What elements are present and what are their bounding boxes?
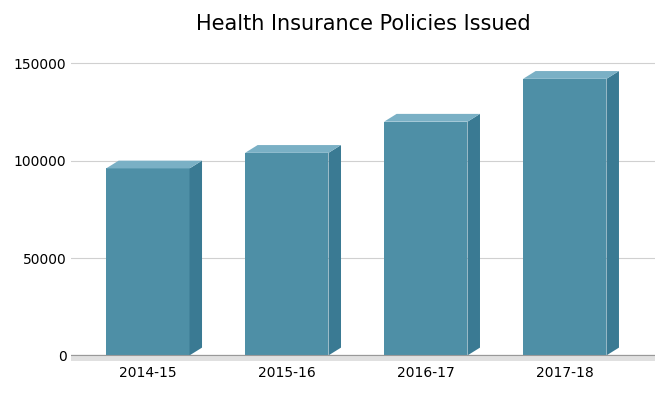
Polygon shape: [468, 114, 480, 355]
Bar: [245, 153, 328, 355]
Polygon shape: [245, 145, 341, 153]
Bar: [64, 355, 669, 361]
Polygon shape: [523, 71, 619, 79]
Polygon shape: [189, 161, 202, 355]
Bar: [384, 122, 468, 355]
Polygon shape: [607, 71, 619, 355]
Title: Health Insurance Policies Issued: Health Insurance Policies Issued: [196, 14, 531, 34]
Bar: [106, 168, 189, 355]
Polygon shape: [106, 161, 202, 168]
Bar: [523, 79, 607, 355]
Polygon shape: [328, 145, 341, 355]
Polygon shape: [384, 114, 480, 122]
